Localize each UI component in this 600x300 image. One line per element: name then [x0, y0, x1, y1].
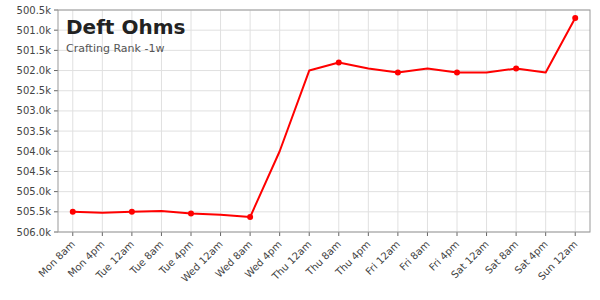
x-tick: [250, 232, 251, 236]
grid-line: [486, 10, 487, 232]
point: [188, 210, 194, 216]
grid-line: [58, 90, 590, 91]
point: [247, 214, 253, 220]
y-tick-label: 501.5k: [17, 45, 52, 56]
y-tick-label: 503.0k: [17, 105, 52, 116]
y-tick: [54, 30, 58, 31]
x-tick: [161, 232, 162, 236]
x-tick-label: Fri 12am: [363, 238, 402, 277]
y-tick-label: 502.0k: [17, 65, 52, 76]
grid-line: [516, 10, 517, 232]
y-tick: [54, 211, 58, 212]
x-tick: [102, 232, 103, 236]
y-tick: [54, 171, 58, 172]
y-tick-label: 505.0k: [17, 186, 52, 197]
grid-line: [368, 10, 369, 232]
chart: 500.5k 501.0k 501.5k 502.0k 502.5k 503.0k 503.…: [0, 0, 600, 300]
grid-line: [58, 151, 590, 152]
grid-line: [457, 10, 458, 232]
subtitle: Crafting Rank -1w: [66, 42, 164, 55]
x-tick: [575, 232, 576, 236]
point: [395, 70, 401, 76]
y-tick-label: 500.5k: [17, 5, 52, 16]
grid-line: [427, 10, 428, 232]
grid-line: [191, 10, 192, 232]
grid-line: [220, 10, 221, 232]
x-tick: [368, 232, 369, 236]
x-tick: [131, 232, 132, 236]
x-tick-label: Thu 12am: [269, 238, 313, 282]
y-tick-label: 506.0k: [17, 227, 52, 238]
x-tick: [457, 232, 458, 236]
y-tick: [54, 131, 58, 132]
grid-line: [250, 10, 251, 232]
x-tick: [397, 232, 398, 236]
x-tick-label: Sat 12am: [449, 238, 491, 280]
y-tick: [54, 151, 58, 152]
y-tick-label: 504.0k: [17, 146, 52, 157]
x-tick: [427, 232, 428, 236]
point: [336, 59, 342, 65]
point: [70, 209, 76, 215]
point: [572, 15, 578, 21]
x-tick: [545, 232, 546, 236]
grid-line: [575, 10, 576, 232]
y-tick-label: 501.0k: [17, 25, 52, 36]
grid-line: [545, 10, 546, 232]
x-tick: [279, 232, 280, 236]
y-tick-label: 502.5k: [17, 85, 52, 96]
y-tick-label: 503.5k: [17, 126, 52, 137]
grid-line: [309, 10, 310, 232]
x-tick-label: Fri 8am: [398, 238, 432, 272]
grid-line: [279, 10, 280, 232]
y-tick-label: 504.5k: [17, 166, 52, 177]
y-tick: [54, 191, 58, 192]
x-tick: [220, 232, 221, 236]
x-tick: [72, 232, 73, 236]
grid: [58, 10, 590, 232]
x-tick-label: Tue 12am: [93, 238, 136, 281]
grid-line: [58, 191, 590, 192]
grid-line: [397, 10, 398, 232]
y-tick-label: 505.5k: [17, 206, 52, 217]
point: [454, 70, 460, 76]
point: [129, 209, 135, 215]
y-tick: [54, 70, 58, 71]
x-tick-label: Sun 12am: [536, 238, 580, 282]
title: Deft Ohms: [66, 15, 185, 39]
y-tick: [54, 50, 58, 51]
plot-frame: [58, 10, 590, 232]
x-tick: [191, 232, 192, 236]
grid-line: [58, 171, 590, 172]
y-tick: [54, 90, 58, 91]
grid-line: [58, 131, 590, 132]
y-tick: [54, 10, 58, 11]
x-tick: [309, 232, 310, 236]
grid-line: [58, 110, 590, 111]
x-tick: [516, 232, 517, 236]
x-tick: [338, 232, 339, 236]
grid-line: [338, 10, 339, 232]
y-tick: [54, 110, 58, 111]
x-axis: Mon 8amMon 4pmTue 12amTue 8amTue 4pmWed …: [36, 232, 579, 284]
y-axis: 500.5k 501.0k 501.5k 502.0k 502.5k 503.0k 503.…: [17, 5, 58, 238]
x-tick: [486, 232, 487, 236]
y-tick: [54, 232, 58, 233]
point: [513, 66, 519, 72]
